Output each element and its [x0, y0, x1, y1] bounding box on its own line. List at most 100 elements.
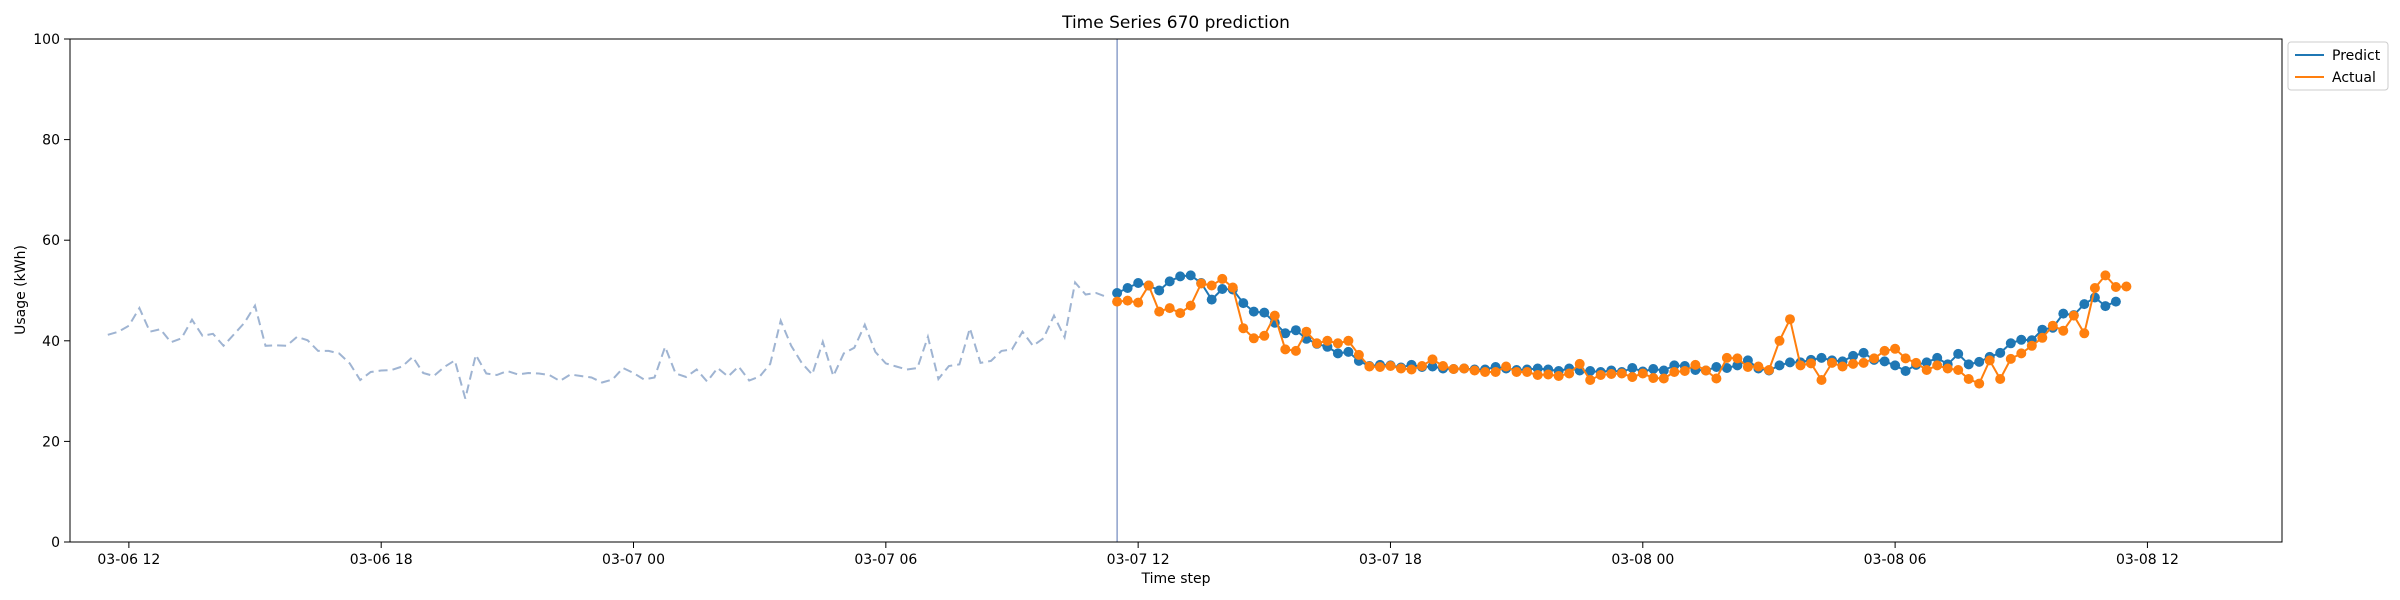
x-tick-label: 03-07 12: [1107, 552, 1170, 568]
actual-point: [2026, 340, 2037, 351]
predict-point: [2100, 301, 2111, 312]
actual-point: [1322, 335, 1333, 346]
actual-point: [1501, 361, 1512, 372]
x-tick-label: 03-07 00: [602, 552, 665, 568]
actual-point: [1164, 303, 1175, 314]
actual-point: [1543, 369, 1554, 380]
axes-ticks: 0 20 40 60 80 100 03-06 12 03-06 18 03-07 00 03-0…: [33, 32, 2179, 568]
actual-point: [1290, 345, 1301, 356]
predict-point: [1711, 362, 1722, 372]
predict-point: [1332, 348, 1343, 359]
actual-point: [1658, 373, 1669, 384]
actual-point: [1585, 375, 1596, 385]
actual-point: [1196, 278, 1207, 289]
actual-point: [1837, 361, 1848, 372]
actual-point: [1890, 343, 1901, 354]
predict-point: [1627, 363, 1638, 373]
actual-point: [1879, 345, 1890, 356]
y-tick-label: 60: [42, 233, 60, 249]
actual-point: [1532, 370, 1543, 380]
actual-point: [1921, 365, 1932, 375]
legend-actual-label: Actual: [2332, 70, 2376, 86]
history-line: [107, 280, 1107, 399]
actual-point: [1280, 344, 1291, 355]
actual-point: [1806, 358, 1816, 369]
forecast-layer: [1112, 39, 2132, 542]
predict-point: [1164, 276, 1175, 287]
actual-point: [1679, 366, 1690, 376]
predict-point: [1248, 306, 1259, 317]
actual-point: [2016, 348, 2027, 359]
predict-point: [1921, 357, 1932, 368]
predict-point: [2079, 299, 2090, 310]
actual-point: [1301, 326, 1312, 337]
actual-point: [1721, 352, 1732, 363]
actual-point: [1963, 374, 1974, 384]
actual-point: [1133, 297, 1144, 308]
predict-point: [1185, 270, 1196, 281]
actual-point: [1417, 361, 1427, 371]
y-tick-label: 0: [51, 535, 60, 551]
actual-point: [1606, 369, 1617, 379]
actual-point: [2100, 270, 2111, 281]
actual-point: [1480, 367, 1491, 377]
x-axis-label: Time step: [1141, 571, 1211, 587]
predict-point: [1963, 359, 1974, 370]
predict-point: [1774, 360, 1785, 371]
predict-point: [1154, 285, 1165, 296]
actual-point: [1995, 374, 2006, 384]
actual-point: [1785, 314, 1795, 325]
actual-point: [1175, 308, 1186, 319]
predict-point: [1721, 363, 1732, 373]
predict-point: [1217, 284, 1228, 294]
actual-point: [1459, 363, 1470, 374]
actual-point: [1269, 310, 1280, 321]
legend-predict-label: Predict: [2332, 48, 2381, 64]
actual-point: [1427, 354, 1438, 365]
predict-point: [1427, 361, 1438, 372]
predict-point: [2005, 338, 2016, 349]
predict-point: [2058, 308, 2069, 319]
series-actual: [1112, 270, 2132, 389]
predict-point: [1900, 366, 1911, 376]
actual-point: [1248, 333, 1259, 344]
x-tick-label: 03-06 18: [350, 552, 413, 568]
actual-point: [2047, 320, 2058, 331]
actual-point: [1574, 358, 1585, 369]
actual-point: [1122, 295, 1133, 306]
actual-point: [1385, 361, 1396, 371]
actual-point: [1616, 368, 1627, 379]
predict-point: [1879, 356, 1890, 367]
actual-point: [1595, 370, 1606, 380]
predict-point: [1343, 346, 1354, 357]
actual-point: [1827, 357, 1837, 368]
actual-point: [1974, 378, 1985, 389]
actual-point: [1690, 359, 1701, 370]
actual-point: [2110, 282, 2121, 292]
actual-point: [1154, 306, 1165, 317]
predict-point: [2016, 334, 2027, 345]
actual-point: [1396, 363, 1406, 374]
x-tick-label: 03-07 18: [1359, 552, 1422, 568]
actual-point: [1869, 353, 1880, 364]
actual-point: [1637, 368, 1648, 379]
x-tick-label: 03-08 06: [1864, 552, 1927, 568]
actual-point: [1732, 353, 1743, 364]
actual-point: [1848, 358, 1859, 369]
chart-title: Time Series 670 prediction: [1061, 13, 1290, 33]
predict-point: [1133, 278, 1144, 288]
actual-point: [1911, 357, 1922, 368]
actual-point: [1343, 335, 1354, 346]
actual-point: [1816, 375, 1827, 385]
predict-point: [2037, 324, 2048, 335]
y-tick-label: 80: [42, 133, 60, 149]
actual-point: [1858, 357, 1869, 368]
predict-point: [1858, 347, 1869, 358]
actual-point: [1627, 372, 1638, 382]
predict-point: [2110, 296, 2121, 307]
actual-point: [2121, 281, 2132, 292]
x-tick-label: 03-08 12: [2116, 552, 2179, 568]
actual-point: [1217, 273, 1228, 284]
actual-point: [1984, 355, 1995, 366]
actual-point: [2068, 310, 2079, 321]
